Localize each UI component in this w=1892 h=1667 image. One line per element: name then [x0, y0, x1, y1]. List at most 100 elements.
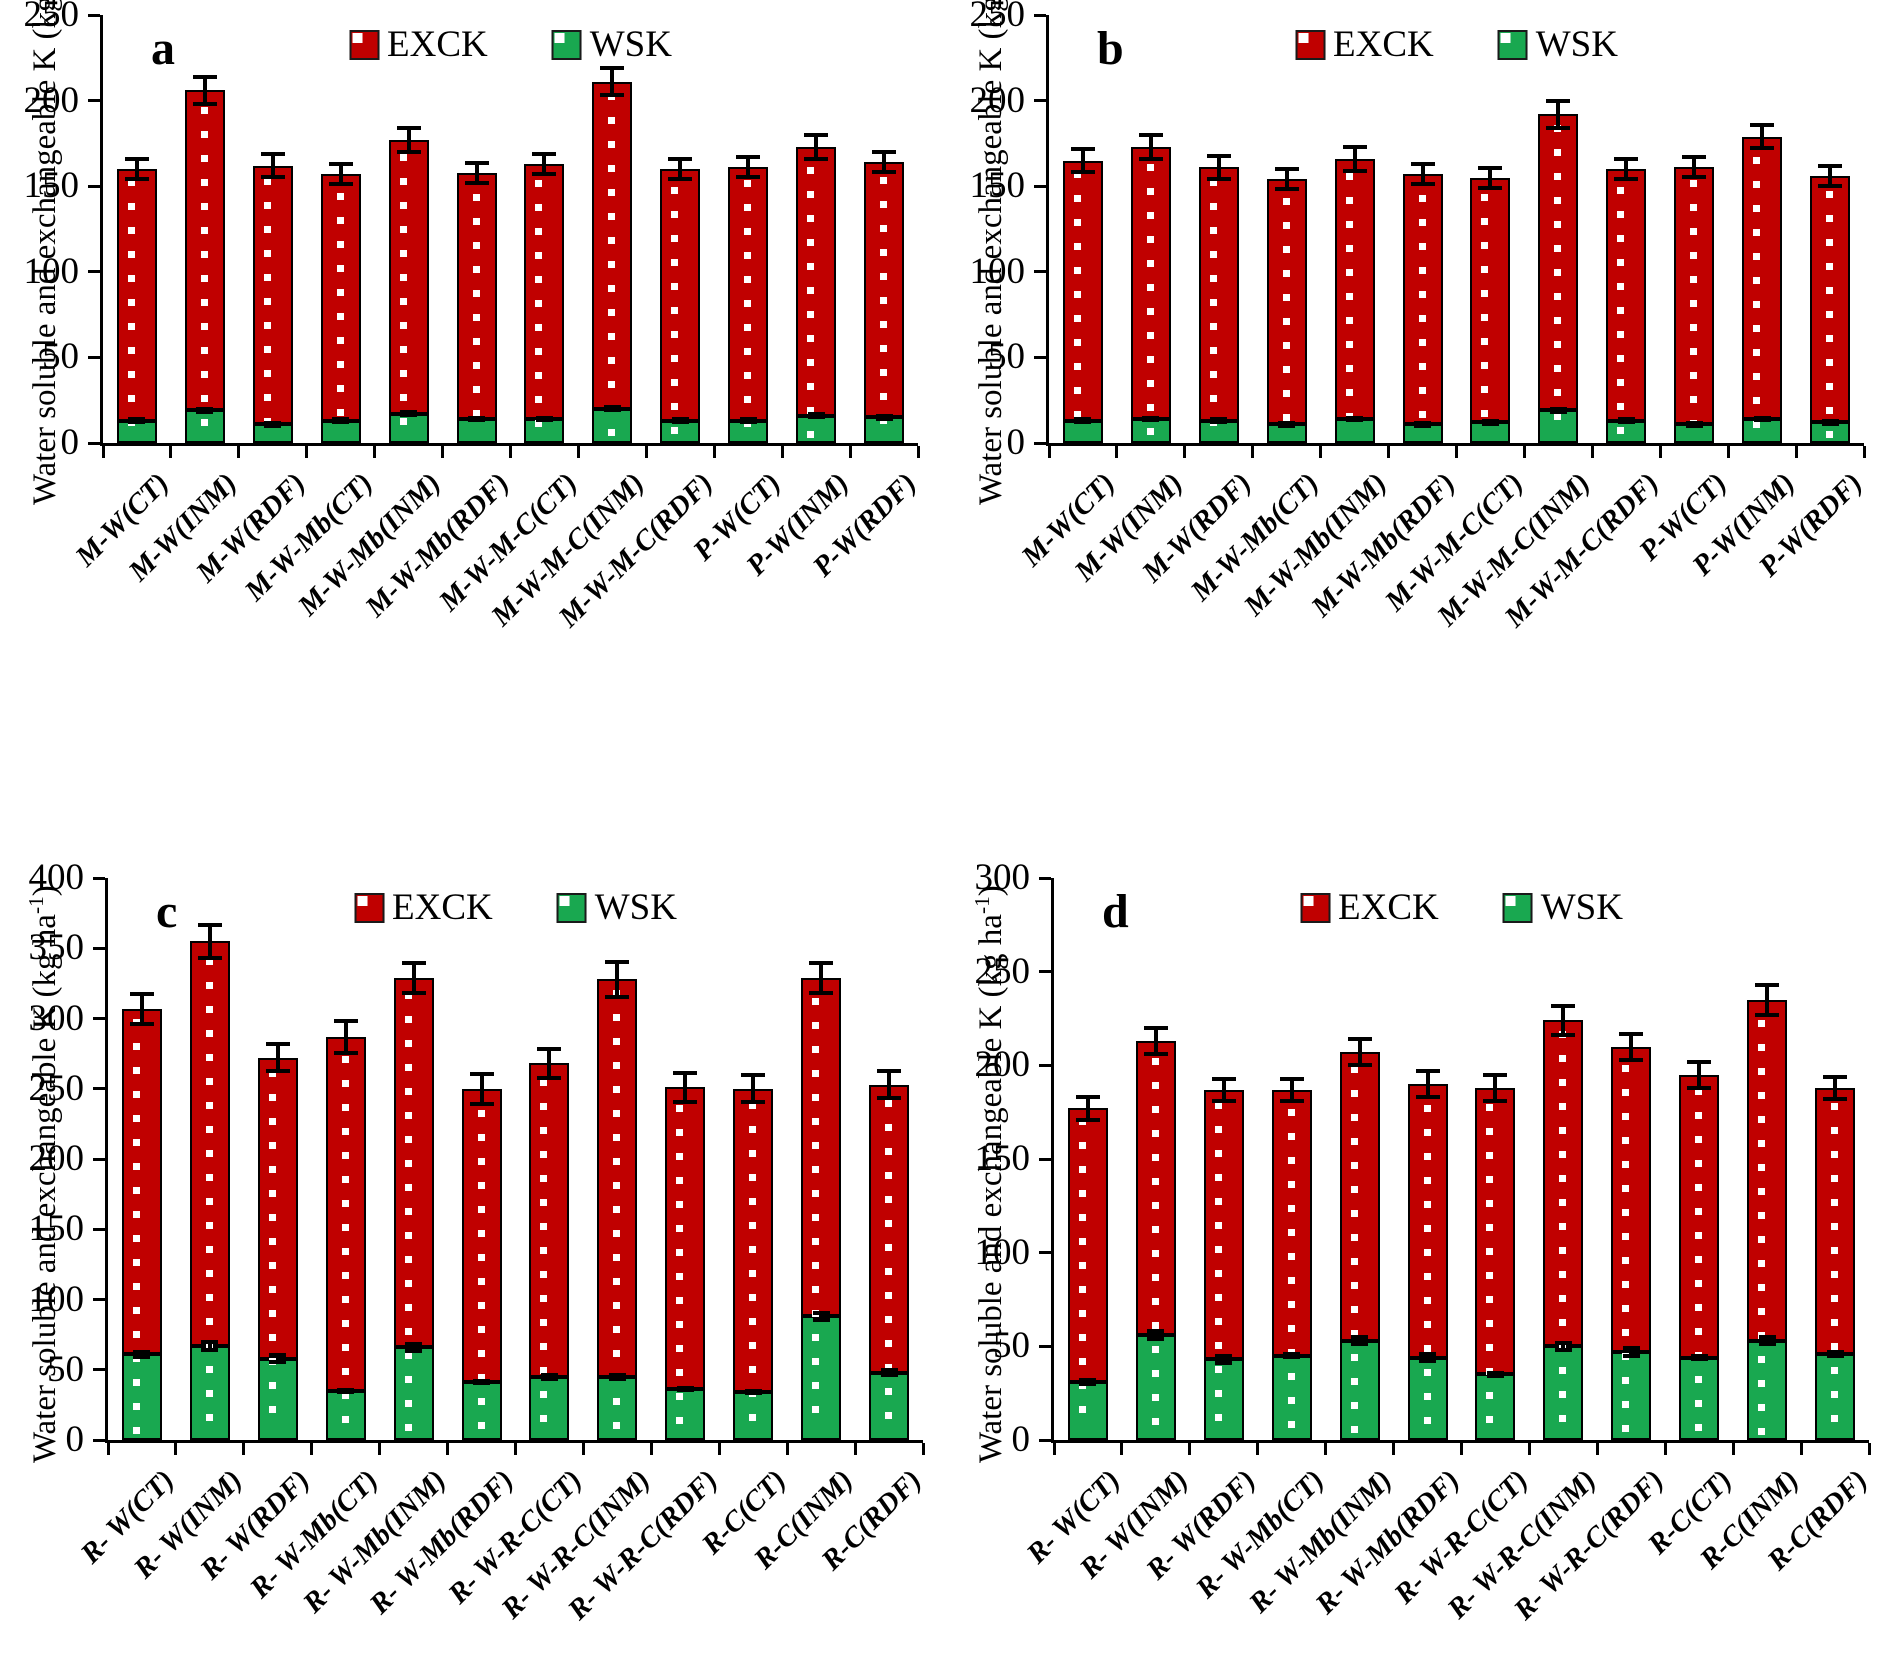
pattern-square: [1554, 365, 1562, 373]
pattern-square: [399, 249, 407, 257]
total-error-bar: [1682, 155, 1707, 180]
x-tick: [848, 446, 852, 458]
pattern-square: [540, 1199, 548, 1207]
pattern-square: [404, 1327, 412, 1335]
pattern-square: [540, 1079, 548, 1087]
pattern-square: [1559, 1151, 1567, 1159]
exck-segment: [733, 1088, 774, 1393]
pattern-square: [1695, 1255, 1703, 1263]
pattern-square: [205, 1078, 213, 1086]
pattern-square: [1287, 1204, 1295, 1212]
pattern-square: [676, 1201, 684, 1209]
pattern-square: [1214, 1293, 1222, 1301]
wsk-segment: [1339, 1340, 1380, 1440]
pattern-square: [812, 1237, 820, 1245]
pattern-square: [749, 1365, 757, 1373]
total-error-bar: [1279, 1076, 1304, 1103]
pattern-square: [535, 299, 543, 307]
pattern-square: [880, 177, 888, 185]
wsk-segment: [1203, 1359, 1244, 1440]
x-tick: [1867, 1443, 1871, 1455]
pattern-square: [1481, 193, 1489, 201]
pattern-square: [885, 1339, 893, 1347]
pattern-square: [132, 1234, 140, 1242]
bar: [461, 1088, 502, 1440]
pattern-square: [1486, 1175, 1494, 1183]
total-error-bar: [532, 151, 557, 176]
x-tick: [785, 1443, 789, 1455]
x-tick: [1460, 1443, 1463, 1455]
pattern-square: [676, 1249, 684, 1257]
bar: [1679, 1074, 1720, 1440]
wsk-error-bar: [1215, 1353, 1233, 1366]
pattern-square: [268, 1237, 276, 1245]
total-error-bar: [265, 1042, 290, 1074]
pattern-square: [477, 1397, 485, 1405]
pattern-square: [1214, 1173, 1222, 1181]
y-tick-label: 100: [974, 1231, 1031, 1273]
bar: [665, 1087, 706, 1440]
pattern-dot: [559, 895, 570, 906]
x-tick: [576, 446, 580, 458]
wsk-segment: [524, 419, 565, 443]
pattern-square: [1423, 1273, 1431, 1281]
pattern-square: [1622, 1280, 1630, 1288]
x-tick: [916, 446, 920, 458]
pattern-square: [613, 1206, 621, 1214]
pattern-square: [812, 1117, 820, 1125]
wsk-segment: [597, 1376, 638, 1440]
y-tick: [1039, 1344, 1051, 1348]
exck-segment: [796, 146, 837, 416]
pattern-square: [812, 1165, 820, 1173]
pattern-square: [1695, 1231, 1703, 1239]
pattern-square: [535, 275, 543, 283]
wsk-error-bar: [739, 417, 757, 425]
pattern-square: [535, 179, 543, 187]
total-error-bar: [464, 160, 489, 185]
pattern-square: [1486, 1415, 1494, 1423]
pattern-square: [263, 249, 271, 257]
pattern-square: [1214, 1125, 1222, 1133]
x-tick: [1115, 446, 1119, 458]
pattern-square: [1690, 348, 1698, 356]
pattern-square: [1622, 1064, 1630, 1072]
pattern-square: [1622, 1136, 1630, 1144]
pattern-square: [613, 1038, 621, 1046]
exck-legend-swatch: [354, 892, 385, 923]
bar: [393, 977, 434, 1440]
pattern-square: [1695, 1087, 1703, 1095]
pattern-square: [1758, 1427, 1766, 1435]
pattern-square: [1758, 1187, 1766, 1195]
pattern-square: [812, 1069, 820, 1077]
pattern-square: [1418, 267, 1426, 275]
pattern-square: [127, 275, 135, 283]
wsk-error-bar: [1283, 1351, 1301, 1360]
y-tick-label: 350: [28, 927, 85, 969]
pattern-square: [477, 1373, 485, 1381]
wsk-error-bar: [1414, 420, 1432, 428]
total-error-bar: [129, 991, 154, 1026]
pattern-square: [341, 1175, 349, 1183]
pattern-square: [608, 260, 616, 268]
pattern-square: [540, 1175, 548, 1183]
y-tick: [93, 876, 105, 880]
x-tick: [101, 446, 105, 458]
pattern-square: [1073, 338, 1081, 346]
pattern-square: [268, 1285, 276, 1293]
x-tick: [1256, 1443, 1260, 1455]
total-error-bar: [1143, 1026, 1168, 1056]
pattern-square: [1151, 1153, 1159, 1161]
total-error-bar: [1619, 1031, 1644, 1062]
pattern-square: [608, 116, 616, 124]
pattern-square: [676, 1273, 684, 1281]
pattern-square: [399, 153, 407, 161]
pattern-square: [477, 1277, 485, 1285]
y-tick-label: 300: [28, 997, 85, 1039]
pattern-square: [399, 273, 407, 281]
y-tick-label: 150: [28, 1208, 85, 1250]
wsk-error-bar: [1481, 419, 1499, 426]
legend-a: EXCK WSK: [349, 23, 672, 66]
pattern-square: [1345, 364, 1353, 372]
pattern-square: [885, 1315, 893, 1323]
pattern-square: [749, 1245, 757, 1253]
